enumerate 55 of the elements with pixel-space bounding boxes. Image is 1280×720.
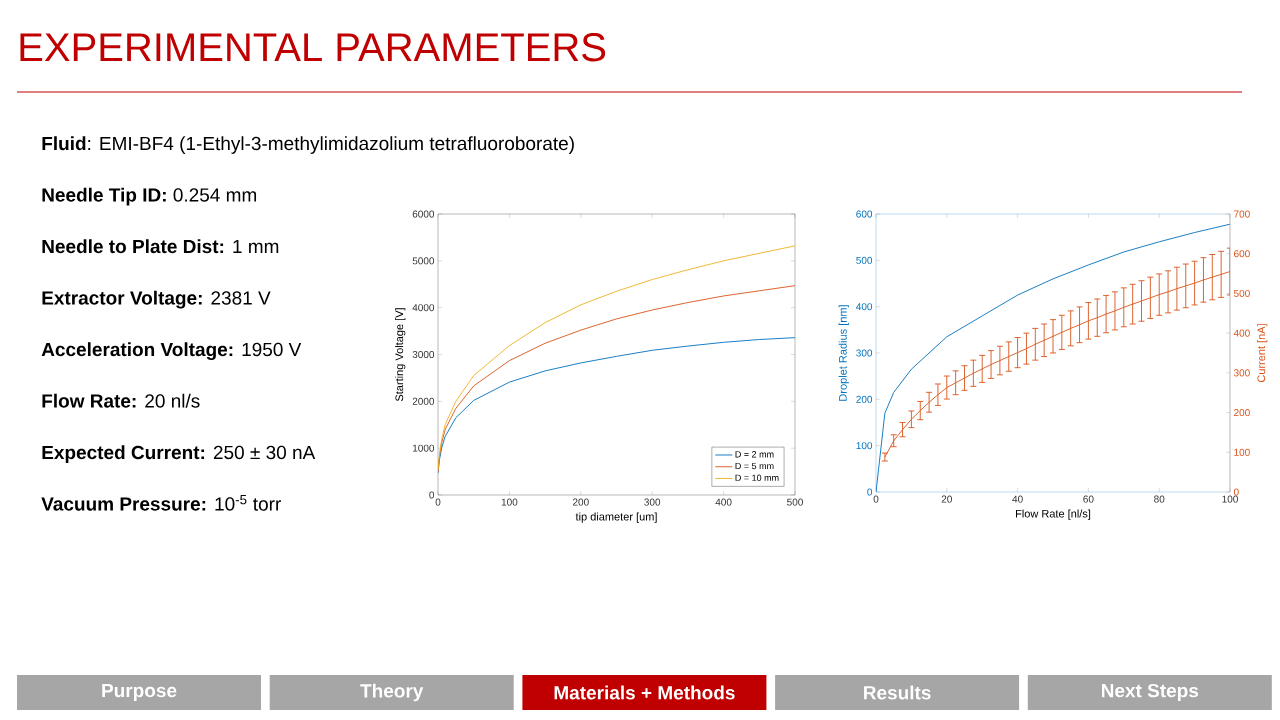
y-tick-label: 4000	[412, 304, 435, 312]
y2-tick-label: 200	[1234, 409, 1250, 417]
y-tick-label: 2000	[412, 397, 435, 405]
x-tick-label: 40	[1012, 495, 1023, 503]
x-tick-label: 100	[1222, 495, 1238, 503]
y2-tick-label: 100	[1234, 448, 1250, 456]
x-tick-label: 80	[1154, 495, 1165, 503]
category-label: Results	[864, 685, 931, 700]
x-tick-label: 500	[787, 498, 803, 506]
text: Expected Current: 250 ± 30 nA	[42, 445, 316, 463]
y-tick-label: 5000	[412, 257, 435, 265]
x-tick-label: 60	[1083, 495, 1094, 503]
y2-tick-label: 300	[1233, 369, 1250, 377]
y-tick-label: 400	[856, 303, 873, 311]
legend-label: D = 10 mm	[735, 474, 779, 481]
x-axis-title: tip diameter [um]	[575, 512, 657, 523]
y2-tick-label: 500	[1233, 289, 1250, 297]
text: Extractor Voltage: 2381 V	[42, 290, 271, 309]
x-tick-label: 100	[501, 498, 518, 506]
y2-tick-label: 700	[1234, 210, 1250, 218]
category-label: Next Steps	[1101, 683, 1199, 702]
y-tick-label: 100	[856, 442, 873, 450]
legend-label: D = 2 mm	[735, 451, 774, 458]
category-label: Theory	[360, 683, 424, 702]
text: Flow Rate: 20 nl/s	[42, 393, 200, 408]
text: Fluid: EMI-BF4 (1-Ethyl-3-methylimidazolium tetrafluoroborate)	[42, 136, 574, 154]
x-tick-label: 0	[435, 498, 441, 506]
x-tick-label: 300	[644, 498, 661, 506]
y-tick-label: 600	[856, 210, 873, 218]
y-tick-label: 3000	[412, 350, 435, 359]
text: Acceleration Voltage: 1950 V	[41, 342, 302, 361]
y-axis-title: Starting Voltage [V]	[395, 308, 406, 402]
y2-axis-title: Current [nA]	[1257, 324, 1268, 383]
legend-label: D = 5 mm	[735, 462, 774, 470]
y-tick-label: 1000	[413, 444, 435, 452]
text: Needle to Plate Dist: 1 mm	[42, 239, 279, 254]
category-label: Purpose	[102, 683, 177, 701]
y-tick-label: 500	[856, 256, 873, 264]
y-axis-title: Droplet Radius [nm]	[838, 305, 849, 401]
x-axis-title: Flow Rate [nl/s]	[1016, 509, 1091, 520]
text: EXPERIMENTAL PARAMETERS	[20, 33, 606, 62]
category-label: Materials + Methods	[554, 685, 735, 700]
y2-tick-label: 0	[1233, 488, 1239, 496]
x-tick-label: 0	[873, 495, 879, 503]
text: Needle Tip ID: 0.254 mm	[42, 187, 257, 206]
y2-tick-label: 400	[1233, 329, 1250, 337]
text: Vacuum Pressure: 10$^{-5}$ torr	[41, 495, 281, 511]
y-tick-label: 200	[856, 395, 873, 403]
y-tick-label: 300	[856, 349, 873, 357]
y2-tick-label: 600	[1234, 250, 1250, 258]
x-tick-label: 200	[572, 498, 589, 506]
x-tick-label: 20	[941, 495, 952, 503]
x-tick-label: 400	[715, 498, 732, 506]
y-tick-label: 0	[867, 488, 873, 496]
y-tick-label: 6000	[412, 210, 435, 218]
